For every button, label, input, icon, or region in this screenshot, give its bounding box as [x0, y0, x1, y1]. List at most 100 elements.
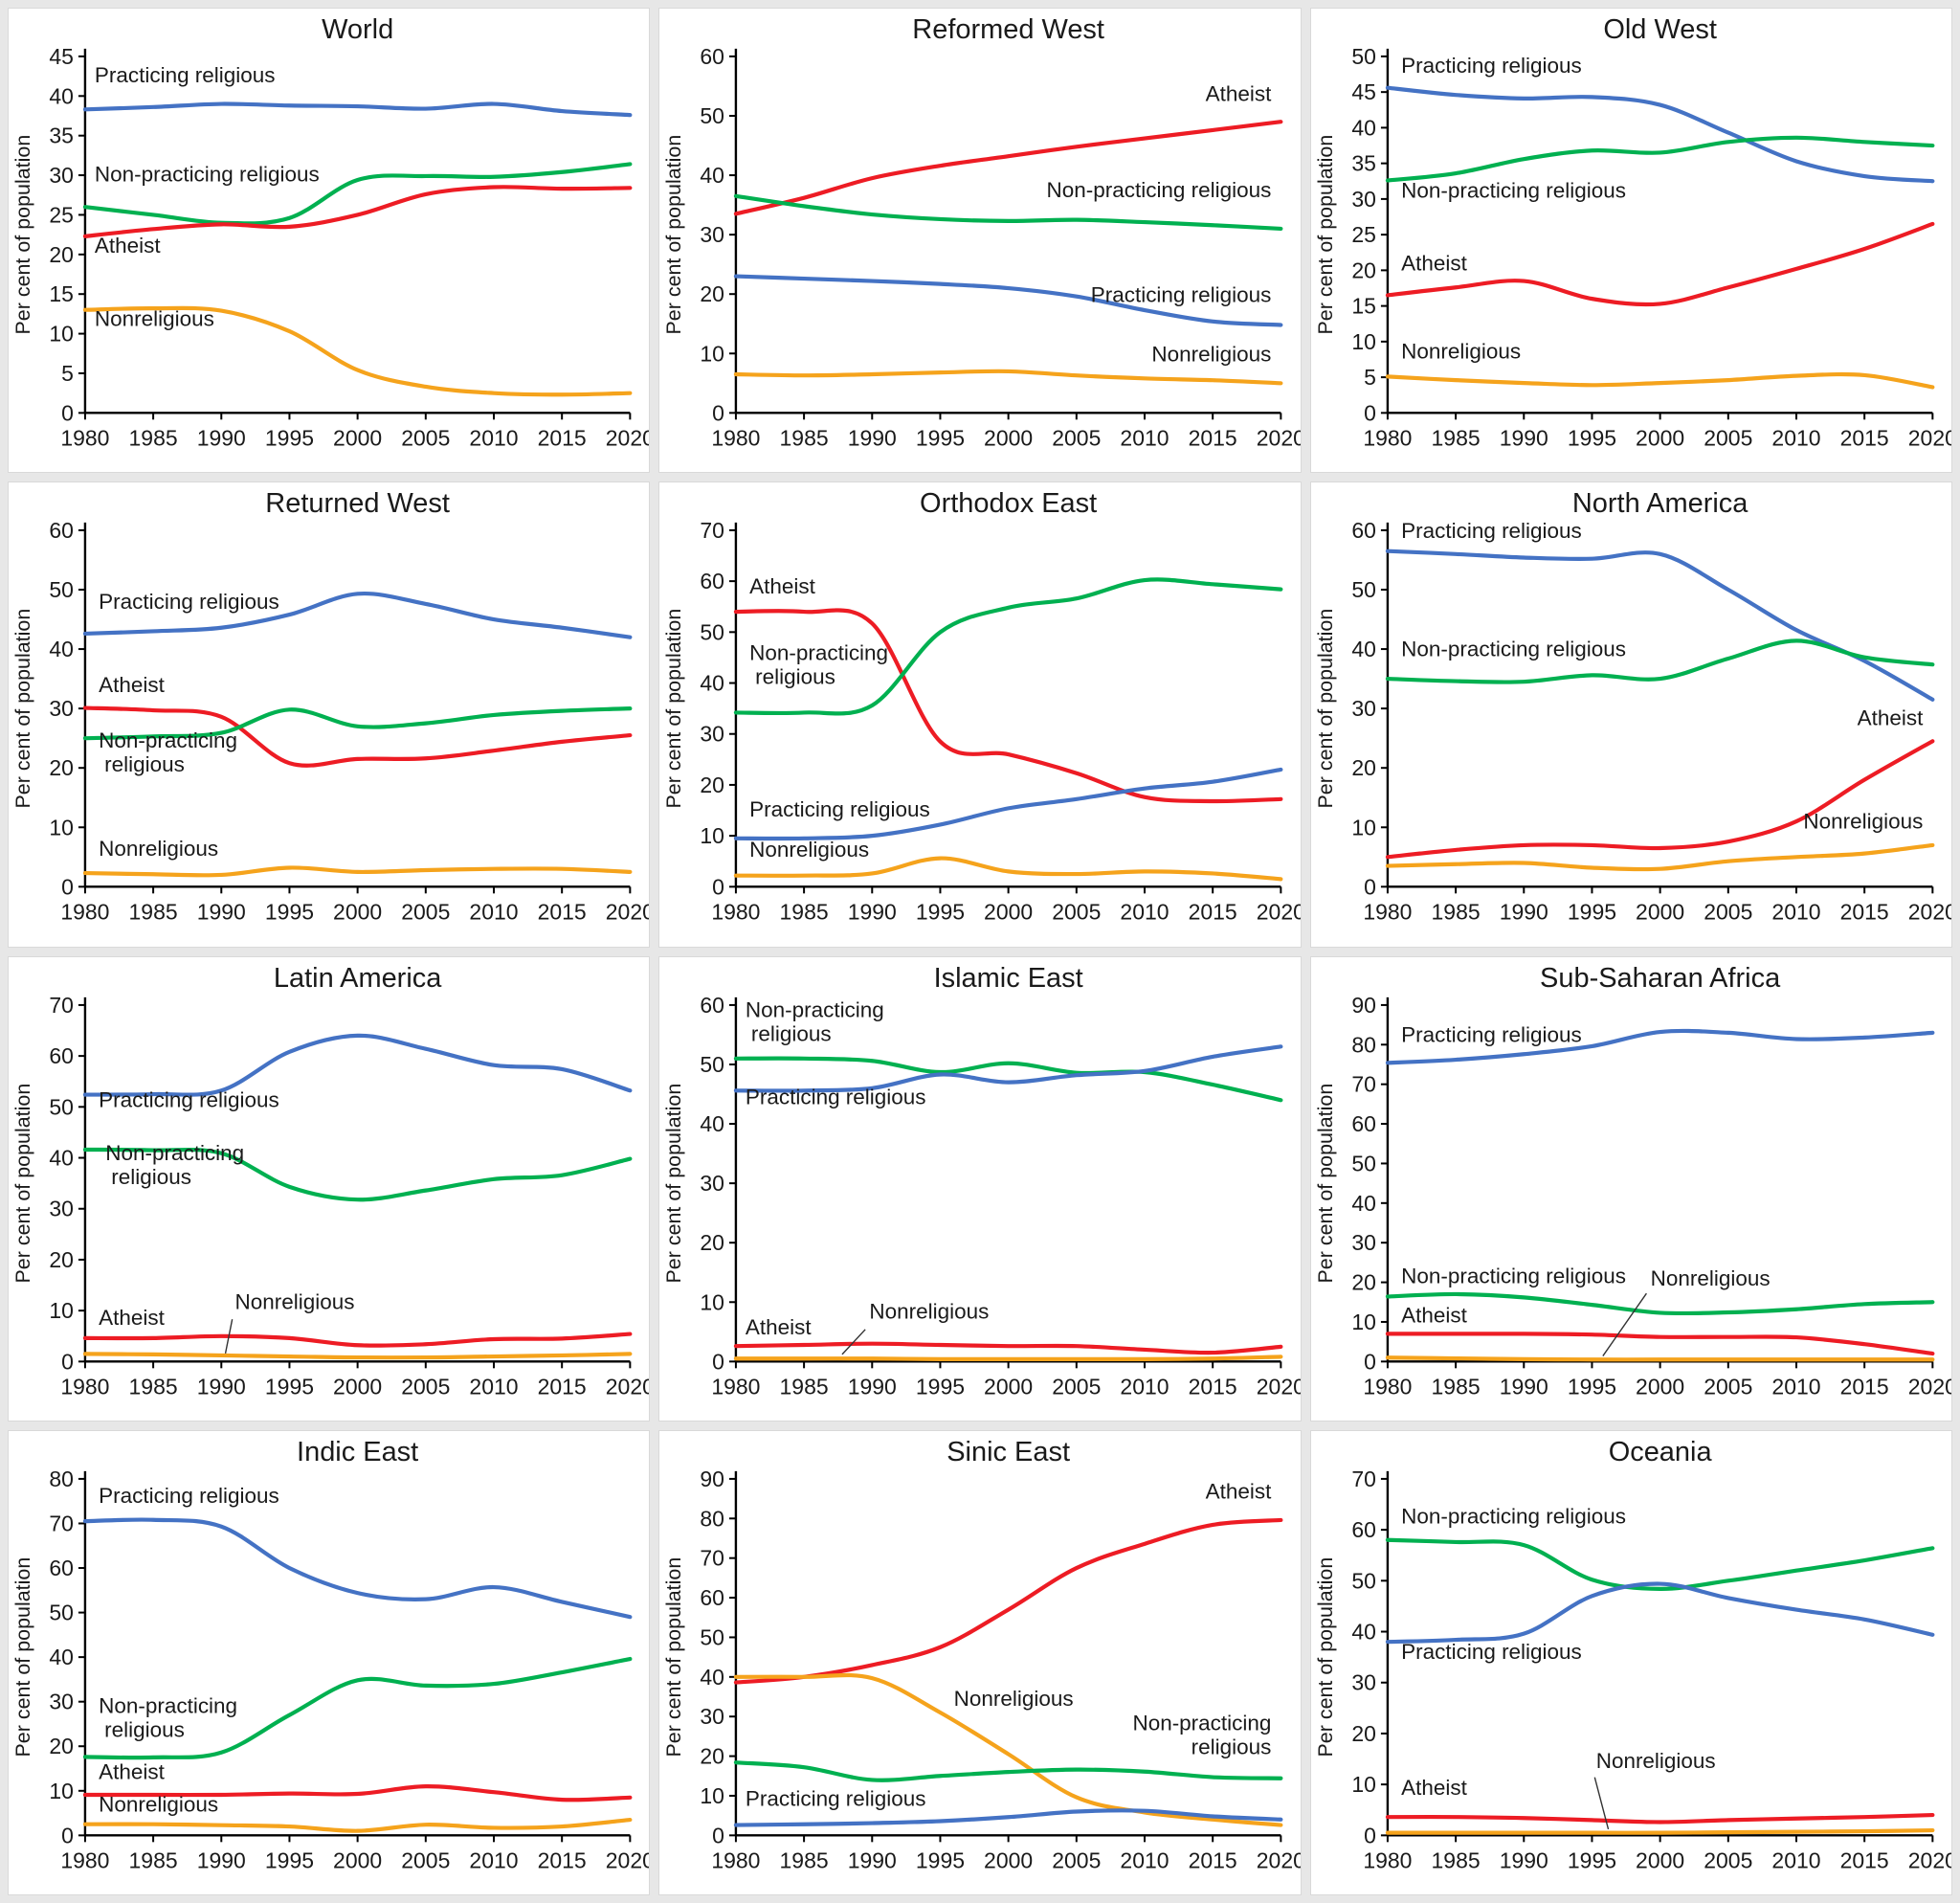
- x-tick-label: 2005: [1053, 1374, 1102, 1399]
- series-line-nonreligious: [734, 369, 1283, 386]
- chart-svg-old-west: Old West Per cent of population 0 5 10 15 20 25…: [1314, 14, 1951, 450]
- y-tick-label: 0: [1364, 875, 1376, 900]
- x-tick-label: 1995: [916, 900, 965, 925]
- x-tick-label: 2015: [1189, 1847, 1237, 1872]
- x-tick-label: 2005: [401, 1847, 450, 1872]
- y-axis-title: Per cent of population: [662, 609, 685, 809]
- series-line-atheist: [1385, 1331, 1935, 1355]
- series-line-nonpracticing: [1385, 1291, 1935, 1315]
- series-label-atheist: Atheist: [746, 1314, 812, 1338]
- y-tick-label: 0: [61, 875, 74, 900]
- series-label-practicing: Practicing religious: [1401, 54, 1582, 78]
- chart-title: North America: [1572, 488, 1748, 519]
- x-tick-label: 1985: [129, 425, 178, 450]
- y-axis-title: Per cent of population: [662, 135, 685, 335]
- y-tick-label: 40: [49, 83, 74, 108]
- y-tick-label: 10: [49, 322, 74, 347]
- x-tick-label: 2010: [1771, 900, 1820, 925]
- x-tick-label: 1985: [1431, 1374, 1480, 1399]
- y-tick-label: 5: [1364, 365, 1376, 390]
- y-tick-label: 50: [1351, 577, 1376, 602]
- y-tick-label: 10: [701, 1783, 725, 1808]
- series-line-atheist: [734, 1517, 1283, 1685]
- x-tick-label: 1980: [712, 425, 761, 450]
- y-tick-label: 60: [701, 992, 725, 1017]
- label-leader-nonreligious: [1601, 1292, 1647, 1356]
- x-tick-label: 2005: [1053, 1847, 1102, 1872]
- chart-title: World: [322, 14, 393, 45]
- x-tick-label: 2020: [1907, 1847, 1951, 1872]
- y-tick-label: 70: [49, 992, 74, 1017]
- series-line-nonreligious: [734, 1672, 1283, 1827]
- chart-cell-sinic-east: Sinic East Per cent of population 0 10 20 30 4…: [658, 1429, 1302, 1895]
- y-tick-label: 60: [49, 1556, 74, 1580]
- chart-title: Latin America: [274, 962, 442, 993]
- y-tick-label: 60: [49, 518, 74, 543]
- series-line-nonreligious: [82, 305, 633, 397]
- series-line-nonreligious: [1385, 1354, 1935, 1361]
- series-line-practicing: [734, 1043, 1283, 1093]
- x-tick-label: 1990: [197, 425, 246, 450]
- series-label-nonreligious: Nonreligious: [1650, 1265, 1770, 1289]
- y-tick-label: 35: [1351, 151, 1376, 176]
- y-tick-label: 10: [701, 1289, 725, 1314]
- x-tick-label: 1995: [265, 900, 314, 925]
- x-tick-label: 1995: [1568, 1374, 1616, 1399]
- x-tick-label: 2005: [1704, 425, 1752, 450]
- series-line-nonpracticing: [734, 1759, 1283, 1782]
- chart-svg-orthodox-east: Orthodox East Per cent of population 0 10 20…: [662, 488, 1300, 925]
- series-line-nonpracticing: [1385, 638, 1935, 684]
- y-tick-label: 15: [49, 281, 74, 306]
- y-tick-label: 30: [701, 1704, 725, 1729]
- series-label-nonreligious: Nonreligious: [99, 837, 218, 861]
- y-tick-label: 10: [1351, 1309, 1376, 1333]
- y-tick-label: 60: [49, 1043, 74, 1068]
- x-tick-label: 1990: [848, 1847, 897, 1872]
- series-line-nonpracticing: [82, 706, 633, 741]
- x-tick-label: 1990: [1499, 900, 1548, 925]
- y-axis-title: Per cent of population: [1314, 609, 1337, 809]
- y-tick-label: 20: [701, 281, 725, 306]
- y-tick-label: 50: [49, 1600, 74, 1624]
- x-tick-label: 1995: [265, 425, 314, 450]
- y-tick-label: 15: [1351, 294, 1376, 319]
- y-tick-label: 20: [1351, 1269, 1376, 1294]
- series-line-nonreligious: [82, 865, 633, 878]
- series-line-practicing: [82, 1033, 633, 1097]
- y-tick-label: 90: [1351, 992, 1376, 1017]
- label-leader-nonreligious: [841, 1328, 866, 1354]
- x-tick-label: 2000: [333, 1374, 382, 1399]
- y-tick-label: 50: [701, 620, 725, 645]
- x-tick-label: 1985: [129, 1847, 178, 1872]
- chart-cell-old-west: Old West Per cent of population 0 5 10 15 20 25…: [1309, 8, 1952, 474]
- y-tick-label: 10: [1351, 1772, 1376, 1797]
- y-axis-title: Per cent of population: [662, 1083, 685, 1283]
- series-label-practicing: Practicing religious: [1401, 1640, 1582, 1664]
- series-label-nonreligious: Nonreligious: [1595, 1749, 1715, 1773]
- x-tick-label: 2000: [333, 1847, 382, 1872]
- series-line-practicing: [734, 768, 1283, 841]
- y-axis-title: Per cent of population: [1314, 1083, 1337, 1283]
- x-tick-label: 2020: [606, 425, 650, 450]
- chart-cell-returned-west: Returned West Per cent of population 0 10 20…: [8, 481, 651, 948]
- y-tick-label: 90: [701, 1466, 725, 1491]
- x-tick-label: 1980: [712, 900, 761, 925]
- series-label-practicing: Practicing religious: [99, 590, 279, 614]
- x-tick-label: 1995: [265, 1374, 314, 1399]
- chart-title: Returned West: [265, 488, 450, 519]
- x-tick-label: 2010: [469, 1847, 518, 1872]
- y-tick-label: 60: [701, 1585, 725, 1610]
- x-tick-label: 1990: [848, 900, 897, 925]
- x-tick-label: 2020: [606, 900, 650, 925]
- series-line-nonpracticing: [734, 1056, 1283, 1102]
- y-tick-label: 40: [1351, 1619, 1376, 1644]
- chart-cell-orthodox-east: Orthodox East Per cent of population 0 10 20…: [658, 481, 1302, 948]
- x-tick-label: 1985: [780, 1374, 829, 1399]
- x-tick-label: 1985: [1431, 1847, 1480, 1872]
- chart-cell-indic-east: Indic East Per cent of population 0 10 20 30 4…: [8, 1429, 651, 1895]
- y-tick-label: 10: [701, 341, 725, 366]
- x-tick-label: 2000: [333, 900, 382, 925]
- series-label-atheist: Atheist: [1857, 706, 1923, 730]
- y-tick-label: 30: [701, 222, 725, 247]
- series-label-atheist: Atheist: [99, 1759, 165, 1783]
